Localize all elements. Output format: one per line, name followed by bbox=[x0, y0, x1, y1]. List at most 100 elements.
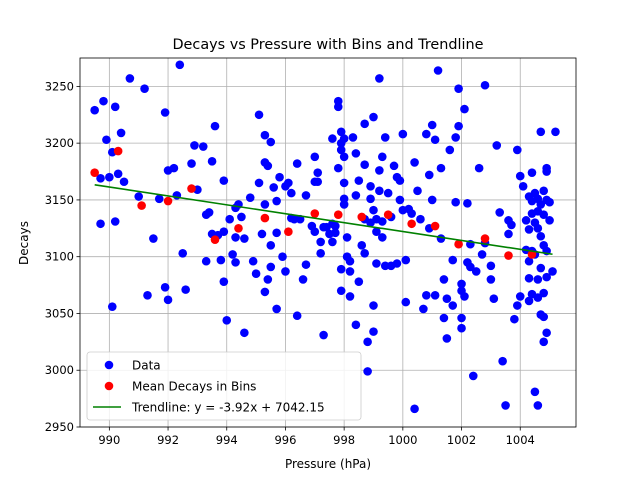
data-point bbox=[457, 279, 466, 289]
data-point bbox=[401, 255, 411, 265]
data-point bbox=[377, 217, 387, 226]
data-point bbox=[545, 197, 554, 207]
data-point bbox=[313, 177, 323, 187]
data-point bbox=[301, 191, 311, 200]
data-point bbox=[178, 248, 188, 258]
data-point bbox=[407, 209, 416, 218]
x-tick-label: 998 bbox=[333, 433, 355, 447]
data-point bbox=[310, 152, 320, 162]
data-point bbox=[380, 133, 390, 142]
data-point bbox=[369, 112, 378, 122]
data-point bbox=[351, 320, 361, 330]
data-point bbox=[539, 337, 549, 347]
data-point bbox=[110, 102, 120, 112]
data-point bbox=[219, 176, 229, 185]
data-point bbox=[422, 129, 431, 139]
data-point bbox=[310, 227, 320, 237]
data-point bbox=[427, 195, 437, 205]
data-point bbox=[360, 248, 369, 258]
x-tick-label: 1000 bbox=[388, 433, 417, 447]
data-point bbox=[99, 96, 108, 106]
data-point bbox=[240, 328, 249, 338]
data-point bbox=[360, 119, 369, 129]
y-tick-label: 3000 bbox=[45, 363, 74, 377]
bin-mean-point bbox=[163, 196, 173, 206]
y-tick-label: 2950 bbox=[45, 420, 74, 434]
data-point bbox=[210, 121, 220, 131]
data-point bbox=[339, 134, 349, 143]
data-point bbox=[254, 178, 264, 188]
data-point bbox=[524, 225, 534, 234]
data-point bbox=[410, 158, 419, 167]
data-point bbox=[377, 152, 387, 162]
data-point bbox=[486, 275, 496, 284]
data-point bbox=[527, 168, 537, 177]
data-point bbox=[539, 288, 549, 298]
data-point bbox=[116, 128, 126, 138]
data-point bbox=[366, 194, 375, 204]
data-point bbox=[395, 195, 405, 205]
bin-mean-point bbox=[90, 168, 99, 177]
data-point bbox=[263, 161, 273, 171]
data-point bbox=[275, 172, 284, 182]
data-point bbox=[451, 197, 460, 207]
data-point bbox=[448, 255, 458, 265]
data-point bbox=[530, 387, 540, 397]
bin-mean-point bbox=[430, 221, 440, 231]
data-point bbox=[169, 163, 179, 173]
data-point bbox=[542, 167, 551, 176]
data-point bbox=[375, 186, 384, 196]
legend-label-trendline: Trendline: y = -3.92x + 7042.15 bbox=[131, 401, 325, 415]
data-point bbox=[225, 214, 234, 224]
data-point bbox=[102, 135, 111, 145]
data-point bbox=[536, 200, 546, 209]
data-point bbox=[278, 252, 287, 261]
data-point bbox=[457, 323, 466, 333]
data-point bbox=[216, 255, 226, 265]
data-point bbox=[480, 80, 490, 90]
bin-mean-point bbox=[187, 184, 196, 193]
data-point bbox=[439, 313, 449, 323]
data-point bbox=[369, 205, 378, 215]
data-point bbox=[269, 183, 279, 192]
plot-area bbox=[90, 60, 560, 414]
data-point bbox=[533, 293, 543, 302]
data-point bbox=[372, 259, 381, 268]
data-point bbox=[219, 227, 229, 237]
data-point bbox=[339, 178, 349, 188]
data-point bbox=[96, 219, 105, 229]
data-point bbox=[287, 188, 296, 198]
data-point bbox=[245, 193, 255, 202]
x-tick-label: 992 bbox=[157, 433, 179, 447]
data-point bbox=[422, 290, 431, 300]
data-point bbox=[240, 234, 249, 243]
data-point bbox=[316, 248, 325, 258]
data-point bbox=[486, 261, 496, 271]
y-tick-label: 3250 bbox=[45, 79, 74, 93]
bin-mean-point bbox=[210, 235, 220, 244]
data-point bbox=[383, 188, 393, 198]
bin-mean-point bbox=[383, 210, 393, 219]
data-point bbox=[163, 295, 173, 305]
bin-mean-point bbox=[527, 250, 537, 259]
data-point bbox=[110, 217, 120, 226]
data-point bbox=[143, 290, 152, 300]
y-tick-label: 3050 bbox=[45, 306, 74, 320]
data-point bbox=[375, 166, 384, 175]
data-point bbox=[533, 401, 543, 410]
data-point bbox=[471, 267, 481, 276]
data-point bbox=[357, 241, 367, 250]
data-point bbox=[457, 313, 466, 323]
legend-marker-data bbox=[104, 360, 114, 370]
legend-label-bins: Mean Decays in Bins bbox=[132, 380, 256, 394]
data-point bbox=[175, 60, 185, 70]
data-point bbox=[442, 334, 452, 343]
data-point bbox=[477, 250, 487, 259]
data-point bbox=[113, 169, 123, 179]
y-tick-label: 3150 bbox=[45, 193, 74, 207]
data-point bbox=[266, 241, 276, 250]
data-point bbox=[105, 172, 114, 182]
data-point bbox=[389, 161, 399, 171]
x-tick-label: 990 bbox=[98, 433, 120, 447]
